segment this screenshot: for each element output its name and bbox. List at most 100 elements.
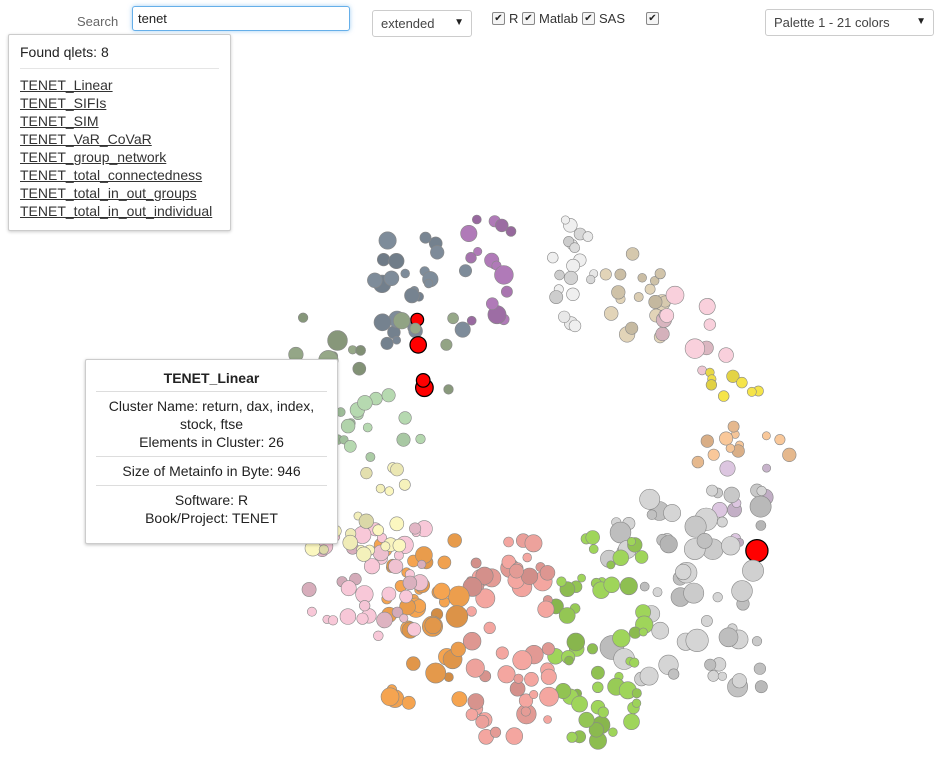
qlet-bubble[interactable] [390,462,404,477]
qlet-bubble[interactable] [473,247,483,257]
qlet-bubble[interactable] [625,247,640,261]
qlet-bubble[interactable] [691,455,705,469]
qlet-bubble[interactable] [592,681,604,693]
qlet-bubble[interactable] [372,524,385,537]
qlet-bubble[interactable] [377,253,391,267]
qlet-bubble[interactable] [603,306,619,321]
qlet-bubble[interactable] [539,565,556,581]
qlet-bubble[interactable] [465,658,485,678]
qlet-bubble[interactable] [466,606,477,617]
qlet-bubble[interactable] [648,294,663,309]
qlet-bubble[interactable] [569,242,581,253]
qlet-bubble[interactable] [475,588,496,609]
qlet-bubble[interactable] [363,558,380,575]
qlet-bubble[interactable] [343,439,357,453]
qlet-bubble[interactable] [458,264,472,278]
qlet-bubble[interactable] [558,607,576,624]
qlet-bubble[interactable] [578,711,595,728]
qlet-bubble[interactable] [563,270,578,285]
mode-select[interactable]: extended ▼ [372,10,472,37]
result-link[interactable]: TENET_total_connectedness [20,167,203,183]
qlet-bubble[interactable] [751,636,763,647]
qlet-bubble[interactable] [718,627,739,648]
result-link[interactable]: TENET_SIM [20,113,99,129]
qlet-bubble[interactable] [683,582,705,604]
qlet-bubble[interactable] [404,287,420,304]
qlet-bubble[interactable] [471,214,482,225]
qlet-bubble[interactable] [599,268,612,281]
qlet-bubble[interactable] [726,369,740,383]
qlet-bubble[interactable] [586,274,596,285]
qlet-bubble[interactable] [356,546,372,562]
qlet-bubble[interactable] [359,600,371,612]
qlet-bubble[interactable] [745,539,769,563]
qlet-bubble[interactable] [591,665,605,680]
qlet-bubble[interactable] [437,555,452,570]
qlet-bubble[interactable] [415,433,426,445]
qlet-bubble[interactable] [560,215,570,225]
qlet-bubble[interactable] [698,298,716,315]
qlet-bubble[interactable] [509,563,524,579]
qlet-bubble[interactable] [465,252,477,264]
qlet-bubble[interactable] [433,582,451,600]
qlet-bubble[interactable] [389,516,405,532]
qlet-bubble[interactable] [520,706,531,717]
qlet-bubble[interactable] [409,336,427,354]
qlet-bubble[interactable] [425,662,447,684]
qlet-bubble[interactable] [701,615,713,627]
qlet-bubble[interactable] [585,530,600,545]
qlet-bubble[interactable] [373,630,384,641]
qlet-bubble[interactable] [494,265,514,285]
result-link[interactable]: TENET_total_in_out_individual [20,203,213,219]
qlet-bubble[interactable] [712,592,723,603]
result-link[interactable]: TENET_VaR_CoVaR [20,131,152,147]
qlet-bubble[interactable] [443,384,454,395]
qlet-bubble[interactable] [634,550,649,564]
qlet-bubble[interactable] [719,431,734,446]
qlet-bubble[interactable] [388,253,405,270]
checkbox-icon[interactable]: ✔ [492,12,505,25]
qlet-bubble[interactable] [571,695,588,713]
qlet-bubble[interactable] [470,557,482,569]
qlet-bubble[interactable] [483,621,496,635]
qlet-bubble[interactable] [675,563,692,581]
qlet-bubble[interactable] [697,365,707,376]
qlet-bubble[interactable] [298,312,309,323]
qlet-bubble[interactable] [736,376,748,389]
qlet-bubble[interactable] [360,467,373,480]
qlet-bubble[interactable] [626,536,636,546]
qlet-bubble[interactable] [357,395,373,411]
qlet-bubble[interactable] [537,600,555,618]
qlet-bubble[interactable] [566,258,580,273]
qlet-bubble[interactable] [638,627,648,637]
qlet-bubble[interactable] [577,573,586,583]
result-link[interactable]: TENET_total_in_out_groups [20,185,197,201]
qlet-bubble[interactable] [306,606,317,617]
qlet-bubble[interactable] [655,326,670,342]
qlet-bubble[interactable] [756,485,767,497]
qlet-bubble[interactable] [718,347,734,363]
qlet-bubble[interactable] [462,631,482,651]
qlet-bubble[interactable] [451,691,468,707]
qlet-bubble[interactable] [608,727,618,737]
qlet-bubble[interactable] [398,478,411,491]
qlet-bubble[interactable] [564,655,574,666]
qlet-bubble[interactable] [495,218,509,233]
qlet-bubble[interactable] [582,231,594,242]
qlet-bubble[interactable] [440,338,453,351]
qlet-bubble[interactable] [540,668,557,685]
qlet-bubble[interactable] [614,268,627,281]
qlet-bubble[interactable] [721,536,741,556]
qlet-bubble[interactable] [609,521,632,544]
qlet-bubble[interactable] [665,285,685,305]
checkbox-icon[interactable]: ✔ [582,12,595,25]
qlet-bubble[interactable] [327,615,339,626]
qlet-bubble[interactable] [475,566,494,585]
qlet-bubble[interactable] [301,582,317,597]
palette-select[interactable]: Palette 1 - 21 colors ▼ [765,9,934,36]
qlet-bubble[interactable] [524,534,543,553]
qlet-bubble[interactable] [318,544,329,555]
qlet-bubble[interactable] [663,504,682,522]
qlet-bubble[interactable] [543,715,552,724]
qlet-bubble[interactable] [731,580,753,602]
